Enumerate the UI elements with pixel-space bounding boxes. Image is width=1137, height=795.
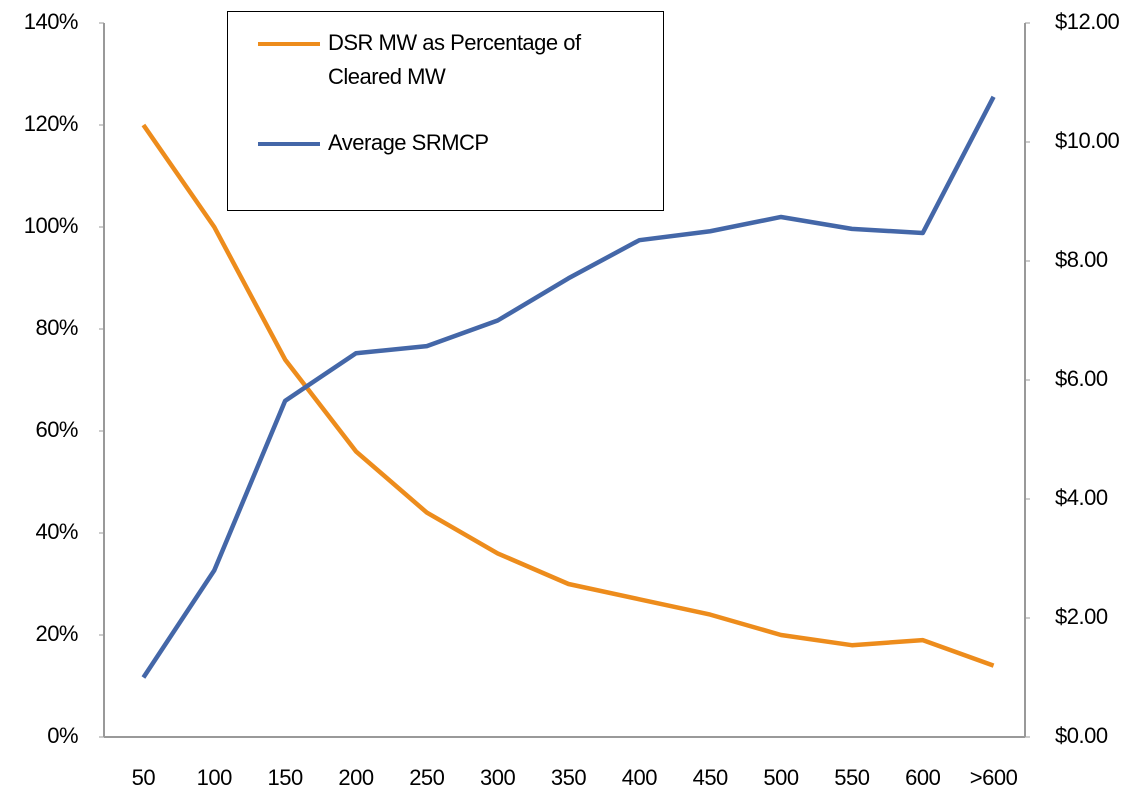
series-line	[141, 123, 995, 668]
y-tick-label: 100%	[24, 213, 78, 238]
x-tick-label: 500	[763, 765, 798, 790]
y-tick-label: 120%	[24, 111, 78, 136]
x-tick-label: 50	[132, 765, 156, 790]
y-tick-label: 40%	[35, 519, 78, 544]
x-tick-label: 100	[197, 765, 232, 790]
x-tick-label: 400	[622, 765, 657, 790]
y2-tick-label: $2.00	[1055, 604, 1108, 629]
x-tick-label: >600	[970, 765, 1018, 790]
legend-entry: DSR MW as Percentage of Cleared MW	[258, 30, 648, 94]
y2-tick-label: $10.00	[1055, 128, 1120, 153]
x-tick-label: 150	[268, 765, 303, 790]
y-tick-label: 140%	[24, 9, 78, 34]
y2-tick-label: $6.00	[1055, 366, 1108, 391]
y-tick-label: 60%	[35, 417, 78, 442]
y2-tick-label: $0.00	[1055, 723, 1108, 748]
legend: DSR MW as Percentage of Cleared MW Averag…	[227, 11, 664, 211]
y-tick-label: 80%	[35, 315, 78, 340]
x-tick-label: 450	[693, 765, 728, 790]
y-tick-label: 0%	[47, 723, 78, 748]
x-tick-label: 600	[905, 765, 940, 790]
x-tick-label: 300	[480, 765, 515, 790]
x-tick-label: 250	[409, 765, 444, 790]
legend-entry: Average SRMCP	[258, 130, 648, 160]
legend-label: DSR MW as Percentage of Cleared MW	[328, 30, 581, 89]
y2-tick-label: $8.00	[1055, 247, 1108, 272]
x-tick-label: 350	[551, 765, 586, 790]
x-tick-label: 200	[338, 765, 373, 790]
x-tick-label: 550	[834, 765, 869, 790]
y2-tick-label: $12.00	[1055, 9, 1120, 34]
y2-tick-label: $4.00	[1055, 485, 1108, 510]
legend-label: Average SRMCP	[328, 130, 489, 155]
legend-swatch	[258, 142, 320, 146]
y-tick-label: 20%	[35, 621, 78, 646]
legend-swatch	[258, 42, 320, 46]
series-line	[141, 95, 996, 679]
